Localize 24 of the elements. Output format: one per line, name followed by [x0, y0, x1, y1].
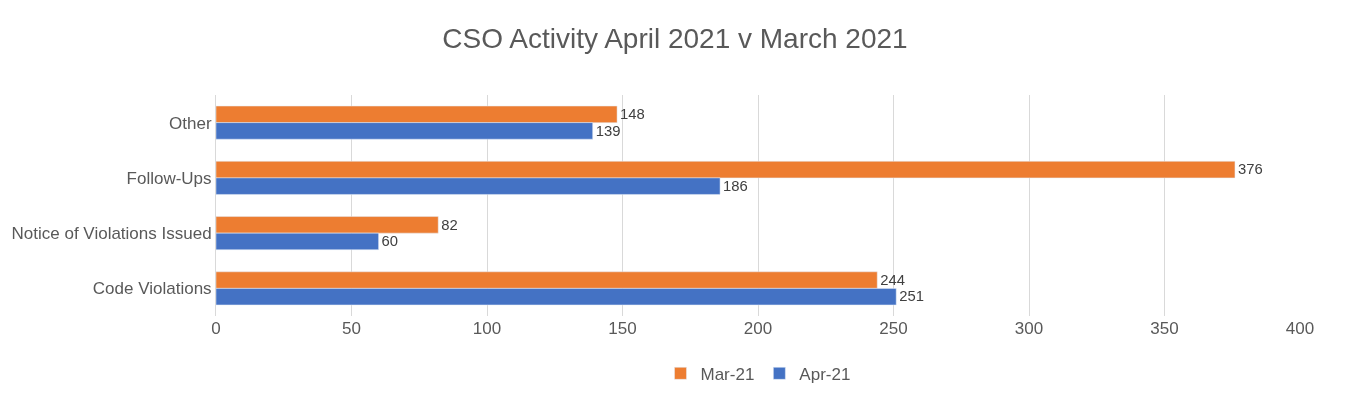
- chart-title: CSO Activity April 2021 v March 2021: [442, 22, 908, 54]
- y-tick-label: Notice of Violations Issued: [11, 224, 212, 244]
- x-tick-label: 0: [211, 319, 221, 338]
- x-tick-label: 200: [743, 319, 773, 338]
- data-label: 139: [595, 122, 621, 139]
- y-tick-label: Code Violations: [92, 279, 212, 299]
- y-tick-label: Follow-Ups: [126, 168, 212, 188]
- data-label: 376: [1237, 161, 1263, 178]
- data-label: 186: [723, 177, 748, 194]
- x-tick-label: 250: [879, 319, 908, 338]
- x-tick-label: 150: [608, 319, 637, 338]
- x-tick-label: 400: [1285, 319, 1315, 338]
- data-label: 60: [381, 233, 399, 250]
- legend-label: Apr-21: [799, 364, 851, 384]
- data-label: 251: [899, 288, 924, 305]
- data-label: 148: [620, 106, 645, 123]
- data-label: 244: [880, 271, 905, 288]
- legend-label: Mar-21: [700, 364, 755, 384]
- x-tick-label: 300: [1014, 319, 1044, 338]
- x-tick-label: 100: [472, 319, 502, 338]
- x-tick-label: 50: [342, 319, 361, 338]
- y-tick-label: Other: [169, 113, 212, 133]
- data-label: 82: [441, 216, 458, 233]
- x-tick-label: 350: [1150, 319, 1179, 338]
